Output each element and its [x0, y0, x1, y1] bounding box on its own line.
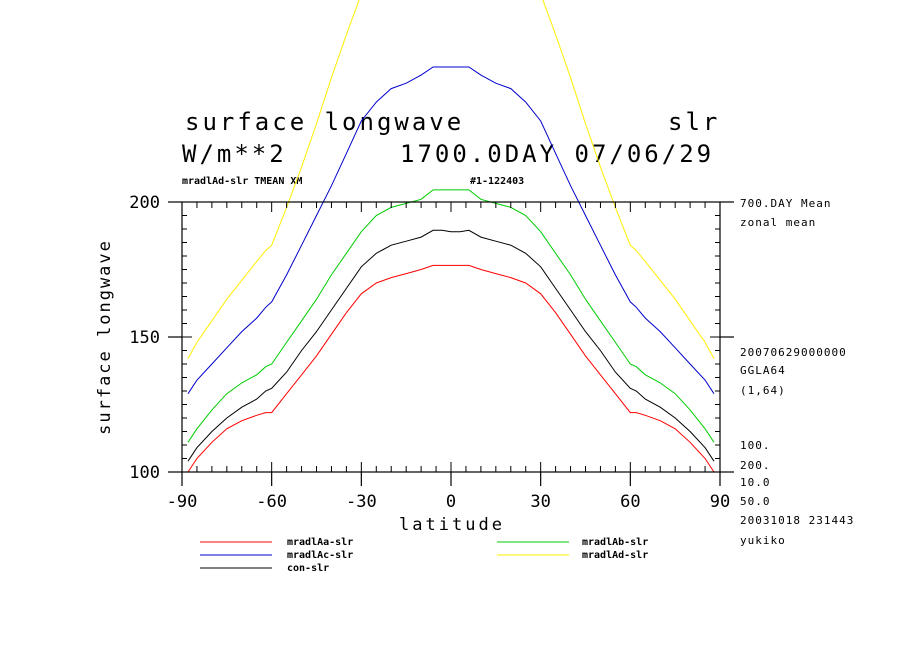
units-label: W/m**2	[182, 140, 287, 168]
side-info-zonal: zonal mean	[740, 216, 816, 229]
side-info-grid: GGLA64	[740, 364, 786, 377]
y-tick-label: 150	[129, 328, 160, 348]
series-line-mradlAa-slr	[187, 264, 715, 472]
side-info-v3: 10.0	[740, 476, 771, 489]
run-id-label: #1-122403	[470, 176, 524, 187]
side-info-stamp: 20031018 231443	[740, 514, 854, 527]
subtitle-label: mradlAd-slr TMEAN XM	[182, 176, 302, 187]
side-info-v2: 200.	[740, 459, 771, 472]
y-tick-label: 100	[129, 463, 160, 483]
series-line-con-slr	[187, 229, 715, 462]
side-info-range: (1,64)	[740, 384, 786, 397]
side-info-date: 20070629000000	[740, 346, 847, 359]
x-tick-label: 60	[620, 492, 640, 512]
series-layer	[187, 0, 715, 472]
side-info-mean: 700.DAY Mean	[740, 197, 831, 210]
legend-label-mradlAd-slr: mradlAd-slr	[582, 550, 648, 561]
plot-frame	[181, 201, 721, 473]
axis-ticks: -90 -60 -30 0 30 60 90 100 150 200	[129, 193, 734, 512]
legend-label-mradlAc-slr: mradlAc-slr	[287, 550, 353, 561]
y-axis-label: surface longwave	[95, 239, 115, 435]
legend-label-con-slr: con-slr	[287, 563, 329, 574]
legend-label-mradlAa-slr: mradlAa-slr	[287, 537, 353, 548]
y-tick-label: 200	[129, 193, 160, 213]
legend-label-mradlAb-slr: mradlAb-slr	[582, 537, 648, 548]
x-axis-label: latitude	[399, 515, 505, 535]
x-tick-label: -30	[346, 492, 377, 512]
time-label: 1700.0DAY 07/06/29	[400, 140, 714, 168]
plot-border	[181, 201, 721, 473]
side-info-user: yukiko	[740, 534, 786, 547]
legend: mradlAa-slr mradlAb-slr mradlAc-slr mradlAd…	[200, 537, 648, 574]
side-info-v1: 100.	[740, 439, 771, 452]
x-tick-label: -90	[167, 492, 198, 512]
series-line-mradlAb-slr	[187, 189, 715, 443]
x-tick-label: -60	[256, 492, 287, 512]
chart-title: surface longwave	[185, 108, 464, 136]
series-line-mradlAc-slr	[187, 66, 715, 394]
x-tick-label: 90	[710, 492, 730, 512]
variable-name: slr	[668, 108, 720, 136]
x-tick-label: 0	[446, 492, 456, 512]
side-info-v4: 50.0	[740, 495, 771, 508]
series-line-mradlAd-slr	[187, 0, 715, 359]
x-tick-label: 30	[530, 492, 550, 512]
